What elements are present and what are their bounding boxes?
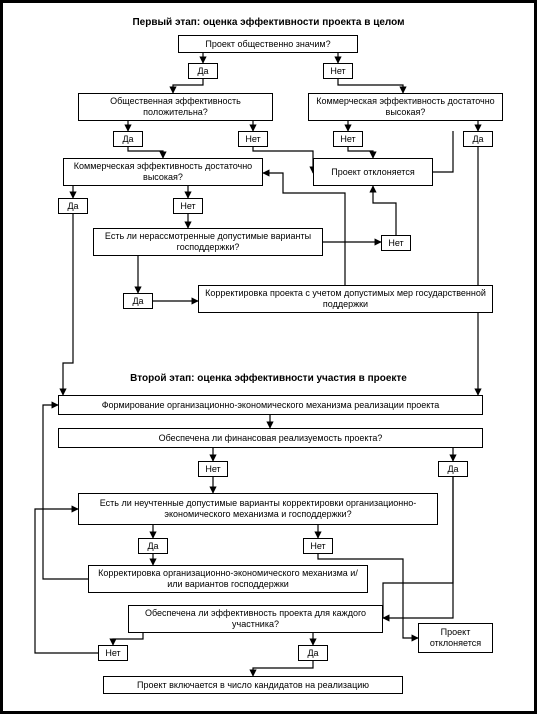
node-n8: Нет: [333, 131, 363, 147]
node-n29: Проект отклоняется: [418, 623, 493, 653]
edge-n11-n11b: [433, 131, 453, 172]
edge-n26-n27: [113, 633, 143, 645]
node-n27: Нет: [98, 645, 128, 661]
node-n17: Корректировка проекта с учетом допустимы…: [198, 285, 493, 313]
flowchart-frame: Первый этап: оценка эффективности проект…: [0, 0, 537, 714]
node-n13: Нет: [173, 198, 203, 214]
node-n15: Нет: [381, 235, 411, 251]
edge-n8-n11: [348, 147, 373, 158]
node-n6: Да: [113, 131, 143, 147]
edge-n6-n10: [128, 147, 163, 158]
node-n10: Коммерческая эффективность достаточно вы…: [63, 158, 263, 186]
node-n20: Нет: [198, 461, 228, 477]
node-n12: Да: [58, 198, 88, 214]
heading-h1: Первый этап: оценка эффективности проект…: [3, 17, 534, 28]
node-n1: Проект общественно значим?: [178, 35, 358, 53]
node-n11: Проект отклоняется: [313, 158, 433, 186]
node-n7: Нет: [238, 131, 268, 147]
edge-n3-n5: [338, 79, 403, 93]
node-n16: Да: [123, 293, 153, 309]
node-n2: Да: [188, 63, 218, 79]
edge-n2-n4: [173, 79, 203, 93]
node-n26: Обеспечена ли эффективность проекта для …: [128, 605, 383, 633]
node-n22: Есть ли неучтенные допустимые варианты к…: [78, 493, 438, 525]
edge-n12-n18: [63, 214, 73, 395]
node-n21: Да: [438, 461, 468, 477]
node-n23: Да: [138, 538, 168, 554]
node-n25: Корректировка организационно-экономическ…: [88, 565, 368, 593]
node-n28: Да: [298, 645, 328, 661]
node-n3: Нет: [323, 63, 353, 79]
node-n4: Общественная эффективность положительна?: [78, 93, 273, 121]
heading-h2: Второй этап: оценка эффективности участи…: [3, 373, 534, 384]
node-n9: Да: [463, 131, 493, 147]
node-n24: Нет: [303, 538, 333, 554]
edge-n28-n30: [253, 661, 313, 676]
node-n19: Обеспечена ли финансовая реализуемость п…: [58, 428, 483, 448]
node-n18: Формирование организационно-экономическо…: [58, 395, 483, 415]
node-n14: Есть ли нерассмотренные допустимые вариа…: [93, 228, 323, 256]
node-n5: Коммерческая эффективность достаточно вы…: [308, 93, 503, 121]
node-n30: Проект включается в число кандидатов на …: [103, 676, 403, 694]
edge-n15-n11: [373, 186, 396, 235]
